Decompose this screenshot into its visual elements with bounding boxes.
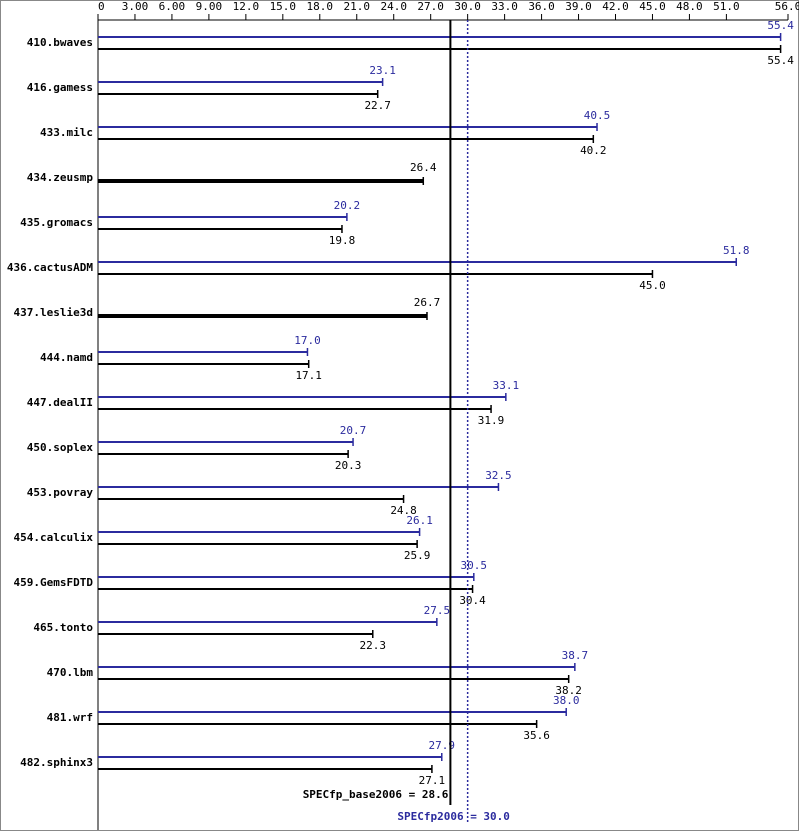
value-label: 20.3: [335, 459, 362, 472]
value-label: 31.9: [478, 414, 505, 427]
category-label: 435.gromacs: [20, 216, 93, 229]
value-label: 20.7: [340, 424, 367, 437]
category-label: 434.zeusmp: [27, 171, 94, 184]
category-label: 416.gamess: [27, 81, 93, 94]
value-label: 30.5: [461, 559, 488, 572]
value-label: 27.9: [429, 739, 456, 752]
x-tick-label: 3.00: [122, 0, 149, 13]
value-label: 26.7: [414, 296, 441, 309]
value-label: 55.4: [767, 19, 794, 32]
x-tick-label: 42.0: [602, 0, 629, 13]
value-label: 30.4: [459, 594, 486, 607]
category-label: 444.namd: [40, 351, 93, 364]
category-label: 481.wrf: [47, 711, 93, 724]
reference-label: SPECfp_base2006 = 28.6: [303, 788, 449, 801]
value-label: 26.4: [410, 161, 437, 174]
value-label: 27.5: [424, 604, 451, 617]
category-label: 482.sphinx3: [20, 756, 93, 769]
x-tick-label: 33.0: [491, 0, 518, 13]
category-label: 453.povray: [27, 486, 94, 499]
reference-label: SPECfp2006 = 30.0: [397, 810, 510, 823]
value-label: 55.4: [767, 54, 794, 67]
x-tick-label: 27.0: [417, 0, 444, 13]
value-label: 38.7: [562, 649, 589, 662]
value-label: 22.3: [360, 639, 387, 652]
x-tick-label: 36.0: [528, 0, 555, 13]
x-tick-label: 45.0: [639, 0, 666, 13]
value-label: 22.7: [364, 99, 391, 112]
x-tick-label: 0: [98, 0, 105, 13]
category-label: 465.tonto: [33, 621, 93, 634]
value-label: 38.0: [553, 694, 580, 707]
value-label: 24.8: [390, 504, 417, 517]
category-label: 454.calculix: [14, 531, 94, 544]
value-label: 33.1: [493, 379, 520, 392]
value-label: 51.8: [723, 244, 750, 257]
category-label: 470.lbm: [47, 666, 94, 679]
value-label: 25.9: [404, 549, 431, 562]
x-tick-label: 56.0: [775, 0, 799, 13]
value-label: 17.0: [294, 334, 321, 347]
x-tick-label: 30.0: [454, 0, 481, 13]
x-tick-label: 24.0: [380, 0, 407, 13]
category-label: 437.leslie3d: [14, 306, 93, 319]
category-label: 433.milc: [40, 126, 93, 139]
category-label: 410.bwaves: [27, 36, 93, 49]
x-tick-label: 39.0: [565, 0, 592, 13]
value-label: 45.0: [639, 279, 666, 292]
value-label: 35.6: [523, 729, 550, 742]
x-tick-label: 48.0: [676, 0, 703, 13]
value-label: 40.2: [580, 144, 607, 157]
value-label: 23.1: [369, 64, 396, 77]
value-label: 40.5: [584, 109, 611, 122]
value-label: 19.8: [329, 234, 356, 247]
category-label: 447.dealII: [27, 396, 93, 409]
value-label: 17.1: [295, 369, 322, 382]
category-label: 450.soplex: [27, 441, 94, 454]
value-label: 26.1: [406, 514, 433, 527]
category-label: 459.GemsFDTD: [14, 576, 94, 589]
value-label: 27.1: [419, 774, 446, 787]
x-tick-label: 18.0: [307, 0, 334, 13]
x-tick-label: 6.00: [159, 0, 186, 13]
value-label: 32.5: [485, 469, 512, 482]
x-tick-label: 9.00: [196, 0, 223, 13]
value-label: 20.2: [334, 199, 361, 212]
x-tick-label: 51.0: [713, 0, 740, 13]
x-tick-label: 21.0: [344, 0, 371, 13]
category-label: 436.cactusADM: [7, 261, 93, 274]
x-tick-label: 15.0: [270, 0, 297, 13]
value-label: 38.2: [555, 684, 582, 697]
x-tick-label: 12.0: [233, 0, 260, 13]
